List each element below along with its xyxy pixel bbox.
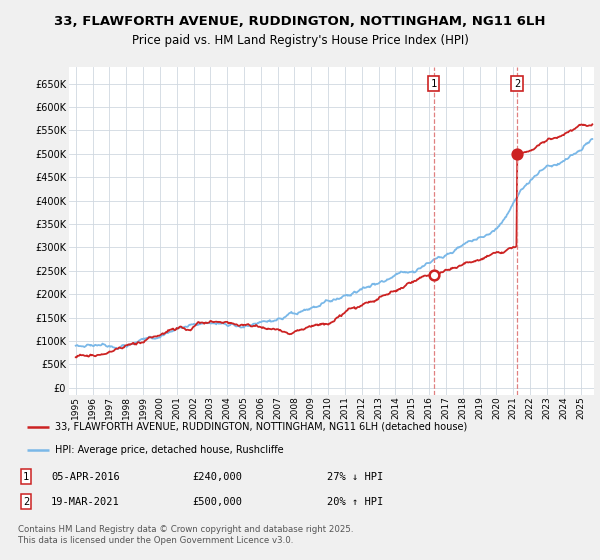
Text: 2: 2 — [514, 78, 520, 88]
Text: 33, FLAWFORTH AVENUE, RUDDINGTON, NOTTINGHAM, NG11 6LH: 33, FLAWFORTH AVENUE, RUDDINGTON, NOTTIN… — [54, 15, 546, 28]
Text: HPI: Average price, detached house, Rushcliffe: HPI: Average price, detached house, Rush… — [55, 445, 283, 455]
Text: 05-APR-2016: 05-APR-2016 — [51, 472, 120, 482]
Text: 20% ↑ HPI: 20% ↑ HPI — [327, 497, 383, 507]
Text: 1: 1 — [431, 78, 437, 88]
Text: £500,000: £500,000 — [192, 497, 242, 507]
Text: 2: 2 — [23, 497, 29, 507]
Text: Price paid vs. HM Land Registry's House Price Index (HPI): Price paid vs. HM Land Registry's House … — [131, 34, 469, 46]
Text: £240,000: £240,000 — [192, 472, 242, 482]
Text: Contains HM Land Registry data © Crown copyright and database right 2025.
This d: Contains HM Land Registry data © Crown c… — [18, 525, 353, 545]
Text: 19-MAR-2021: 19-MAR-2021 — [51, 497, 120, 507]
Text: 27% ↓ HPI: 27% ↓ HPI — [327, 472, 383, 482]
Text: 1: 1 — [23, 472, 29, 482]
Text: 33, FLAWFORTH AVENUE, RUDDINGTON, NOTTINGHAM, NG11 6LH (detached house): 33, FLAWFORTH AVENUE, RUDDINGTON, NOTTIN… — [55, 422, 467, 432]
